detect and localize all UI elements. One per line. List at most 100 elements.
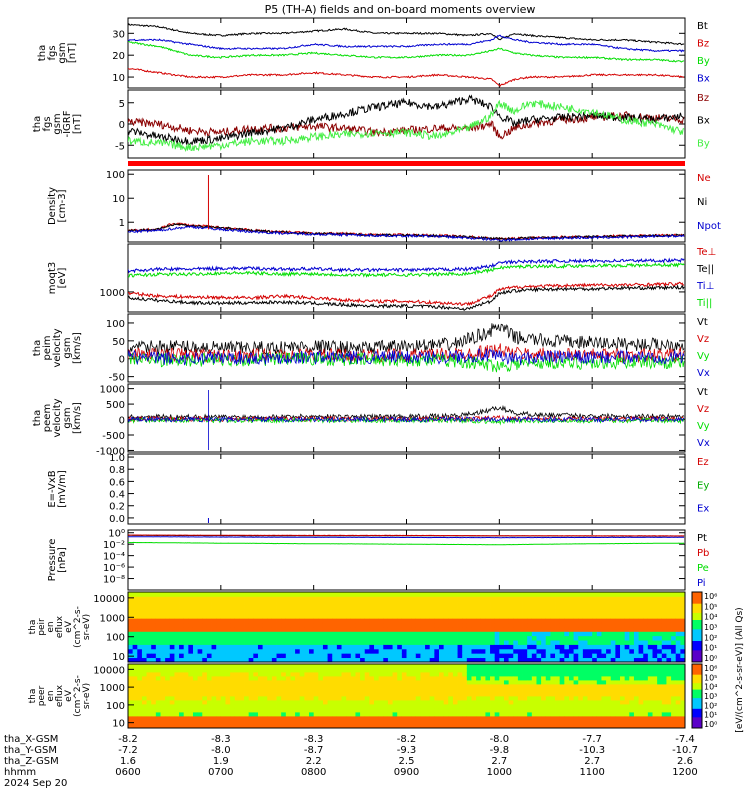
colorbar-cell (692, 643, 702, 647)
spectro-cell (183, 684, 189, 689)
spectro-cell (202, 680, 208, 685)
spectro-cell (383, 605, 389, 610)
spectro-cell (415, 704, 421, 709)
spectro-cell (406, 622, 412, 628)
spectro-cell (485, 600, 491, 606)
spectro-cell (480, 704, 486, 709)
colorbar-cell (692, 592, 702, 595)
spectro-cell (350, 708, 356, 713)
spectro-cell (550, 716, 556, 721)
spectro-cell (267, 644, 273, 650)
spectro-cell (420, 700, 426, 705)
spectro-cell (647, 609, 653, 615)
spectro-cell (480, 664, 486, 669)
spectro-cell (202, 618, 208, 624)
spectro-cell (146, 668, 152, 673)
y-tick-label: 0.6 (109, 477, 125, 488)
spectro-cell (494, 627, 500, 632)
spectro-cell (513, 600, 519, 606)
spectro-cell (559, 622, 565, 628)
spectro-cell (555, 631, 561, 637)
spectro-cell (657, 596, 663, 602)
spectro-cell (457, 657, 463, 663)
spectro-cell (476, 627, 482, 632)
spectro-cell (360, 640, 366, 645)
spectro-cell (415, 676, 421, 681)
spectro-cell (471, 676, 477, 681)
spectro-cell (290, 692, 296, 697)
spectro-cell (671, 720, 677, 725)
spectro-cell (322, 644, 328, 650)
spectro-cell (606, 672, 612, 677)
spectro-cell (318, 635, 324, 641)
spectro-cell (476, 622, 482, 628)
spectro-cell (675, 680, 681, 685)
spectro-cell (397, 609, 403, 615)
spectro-cell (327, 613, 333, 619)
spectro-cell (527, 640, 533, 645)
spectro-cell (647, 618, 653, 624)
spectro-cell (197, 631, 203, 637)
spectro-cell (206, 627, 212, 632)
colorbar-cell (692, 659, 702, 663)
spectro-cell (355, 708, 361, 713)
spectro-cell (295, 627, 301, 632)
spectro-cell (271, 605, 277, 610)
spectro-cell (485, 724, 491, 729)
spectro-cell (360, 668, 366, 673)
spectro-cell (610, 704, 616, 709)
spectro-cell (675, 676, 681, 681)
spectro-cell (578, 627, 584, 632)
spectro-cell (438, 672, 445, 677)
spectro-cell (146, 627, 152, 632)
spectro-cell (647, 708, 653, 713)
spectro-cell (141, 600, 147, 606)
spectro-cell (629, 716, 635, 721)
spectro-cell (522, 688, 528, 693)
spectro-cell (179, 708, 185, 713)
spectro-cell (462, 592, 468, 597)
spectro-cell (415, 716, 421, 721)
spectro-cell (578, 631, 584, 637)
spectro-cell (141, 692, 147, 697)
spectro-cell (137, 720, 143, 725)
spectro-cell (564, 696, 570, 701)
spectro-cell (652, 720, 658, 725)
spectro-cell (601, 648, 607, 654)
spectro-cell (397, 704, 403, 709)
colorbar-cell (692, 608, 702, 612)
spectro-cell (128, 657, 134, 663)
spectro-cell (638, 631, 644, 637)
spectro-cell (680, 696, 686, 701)
spectro-cell (522, 668, 528, 673)
spectro-cell (322, 640, 328, 645)
spectro-cell (503, 622, 510, 628)
spectro-cell (401, 618, 407, 624)
spectro-cell (244, 688, 250, 693)
spectro-cell (151, 609, 157, 615)
spectro-cell (327, 653, 333, 659)
spectro-cell (415, 700, 421, 705)
spectro-cell (281, 644, 287, 650)
spectro-cell (369, 724, 375, 729)
spectro-cell (211, 716, 217, 721)
spectro-cell (253, 696, 259, 701)
spectro-cell (313, 631, 319, 637)
spectro-cell (271, 664, 277, 669)
spectro-cell (411, 613, 417, 619)
spectro-cell (299, 622, 305, 628)
spectro-cell (448, 712, 454, 717)
spectro-cell (141, 631, 147, 637)
spectro-cell (257, 644, 264, 650)
spectro-cell (555, 668, 561, 673)
spectro-cell (517, 605, 523, 610)
spectro-cell (202, 605, 208, 610)
spectro-cell (318, 676, 324, 681)
spectro-cell (346, 613, 352, 619)
spectro-cell (216, 672, 222, 677)
spectro-cell (448, 716, 454, 721)
spectro-cell (318, 631, 324, 637)
spectro-cell (438, 724, 445, 729)
spectro-cell (309, 664, 315, 669)
spectro-cell (401, 696, 407, 701)
